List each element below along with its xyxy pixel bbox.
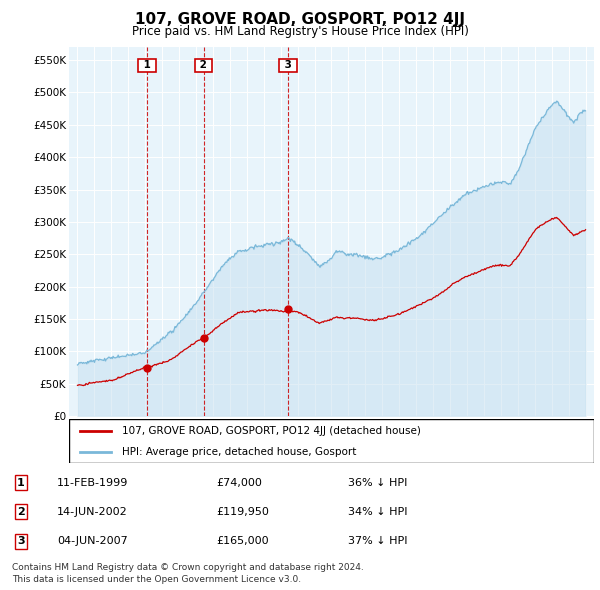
Text: 37% ↓ HPI: 37% ↓ HPI xyxy=(348,536,407,546)
Text: 3: 3 xyxy=(17,536,25,546)
Text: 11-FEB-1999: 11-FEB-1999 xyxy=(57,477,128,487)
Text: 1: 1 xyxy=(17,477,25,487)
Text: 36% ↓ HPI: 36% ↓ HPI xyxy=(348,477,407,487)
Text: 1: 1 xyxy=(140,60,154,70)
Text: £74,000: £74,000 xyxy=(216,477,262,487)
FancyBboxPatch shape xyxy=(69,419,594,463)
Text: Price paid vs. HM Land Registry's House Price Index (HPI): Price paid vs. HM Land Registry's House … xyxy=(131,25,469,38)
Text: 107, GROVE ROAD, GOSPORT, PO12 4JJ (detached house): 107, GROVE ROAD, GOSPORT, PO12 4JJ (deta… xyxy=(121,427,421,436)
Text: £119,950: £119,950 xyxy=(216,507,269,517)
Text: £165,000: £165,000 xyxy=(216,536,269,546)
Text: 107, GROVE ROAD, GOSPORT, PO12 4JJ: 107, GROVE ROAD, GOSPORT, PO12 4JJ xyxy=(135,12,465,27)
Text: 34% ↓ HPI: 34% ↓ HPI xyxy=(348,507,407,517)
Text: 14-JUN-2002: 14-JUN-2002 xyxy=(57,507,128,517)
Text: This data is licensed under the Open Government Licence v3.0.: This data is licensed under the Open Gov… xyxy=(12,575,301,584)
Text: 3: 3 xyxy=(281,60,295,70)
Text: 2: 2 xyxy=(196,60,211,70)
Text: 04-JUN-2007: 04-JUN-2007 xyxy=(57,536,128,546)
Text: HPI: Average price, detached house, Gosport: HPI: Average price, detached house, Gosp… xyxy=(121,447,356,457)
Text: 2: 2 xyxy=(17,507,25,517)
Text: Contains HM Land Registry data © Crown copyright and database right 2024.: Contains HM Land Registry data © Crown c… xyxy=(12,563,364,572)
